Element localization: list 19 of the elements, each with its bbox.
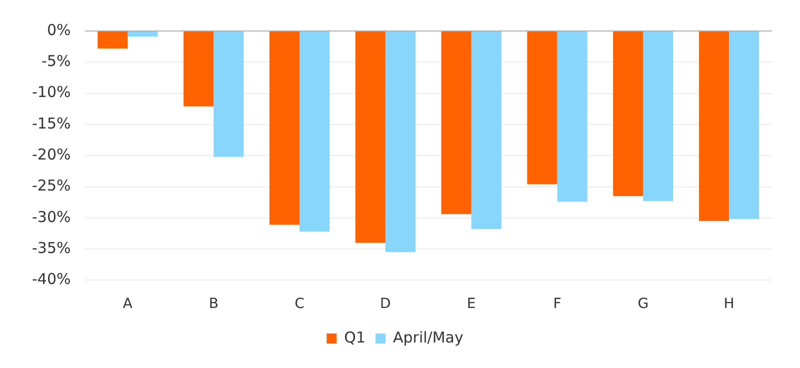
x-tick-label: H: [724, 296, 734, 312]
y-tick-label: -15%: [32, 114, 71, 132]
y-tick-label: -40%: [32, 270, 71, 288]
y-tick-label: -5%: [42, 52, 71, 70]
y-tick-label: -10%: [32, 83, 71, 102]
x-tick-label: C: [294, 296, 305, 312]
y-tick-label: -30%: [32, 208, 71, 226]
y-tick-label: -20%: [32, 145, 71, 164]
legend-label: April/May: [393, 328, 464, 346]
x-tick-label: B: [208, 296, 218, 312]
y-tick-label: -35%: [32, 238, 71, 257]
legend-label: Q1: [344, 328, 366, 346]
x-tick-label: F: [553, 296, 562, 312]
x-tick-label: G: [638, 296, 649, 312]
y-tick-label: 0%: [46, 20, 71, 39]
x-tick-label: A: [122, 296, 133, 312]
y-tick-label: -25%: [32, 176, 71, 195]
x-tick-label: E: [466, 296, 476, 312]
x-tick-label: D: [380, 296, 391, 312]
